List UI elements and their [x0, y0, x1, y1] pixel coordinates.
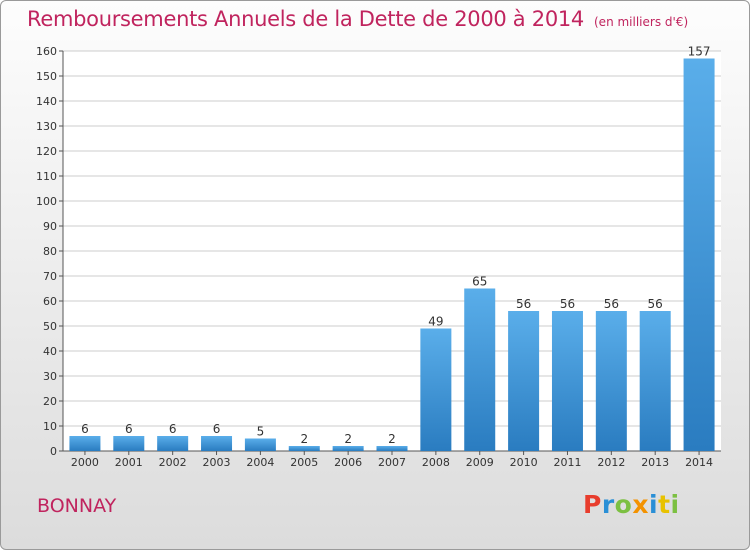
- chart-subtitle: (en milliers d'€): [594, 15, 689, 29]
- y-tick-label: 140: [36, 95, 57, 108]
- data-label-2006: 2: [344, 432, 352, 446]
- y-tick-label: 30: [43, 370, 57, 383]
- data-label-2008: 49: [428, 315, 443, 329]
- logo-letter: i: [649, 490, 659, 519]
- y-tick-label: 130: [36, 120, 57, 133]
- logo-letter: x: [632, 490, 649, 519]
- data-label-2000: 6: [81, 422, 89, 436]
- y-tick-label: 50: [43, 320, 57, 333]
- data-label-2013: 56: [648, 297, 663, 311]
- bar-2003: [201, 436, 233, 451]
- bar-2006: [332, 446, 364, 451]
- commune-name: BONNAY: [37, 495, 117, 517]
- x-tick-label: 2008: [422, 456, 450, 469]
- data-label-2014: 157: [688, 45, 711, 59]
- bar-2009: [464, 288, 496, 451]
- data-label-2002: 6: [169, 422, 177, 436]
- data-label-2010: 56: [516, 297, 531, 311]
- y-tick-label: 40: [43, 345, 57, 358]
- logo-letter: P: [583, 490, 602, 519]
- bar-2002: [157, 436, 189, 451]
- x-tick-label: 2004: [246, 456, 274, 469]
- data-label-2007: 2: [388, 432, 396, 446]
- data-label-2001: 6: [125, 422, 133, 436]
- x-tick-label: 2011: [553, 456, 581, 469]
- y-tick-label: 0: [50, 445, 57, 458]
- data-label-2012: 56: [604, 297, 619, 311]
- x-tick-label: 2012: [597, 456, 625, 469]
- data-label-2009: 65: [472, 275, 487, 289]
- y-tick-label: 10: [43, 420, 57, 433]
- bar-2007: [376, 446, 408, 451]
- bar-2004: [244, 438, 276, 451]
- y-tick-label: 150: [36, 70, 57, 83]
- logo-letter: r: [601, 490, 615, 519]
- x-tick-label: 2010: [510, 456, 538, 469]
- logo-letter: t: [658, 490, 671, 519]
- x-tick-label: 2002: [159, 456, 187, 469]
- bar-2001: [113, 436, 145, 451]
- logo-letter: o: [614, 490, 633, 519]
- x-tick-label: 2005: [290, 456, 318, 469]
- chart-title: Remboursements Annuels de la Dette de 20…: [27, 7, 688, 31]
- data-label-2004: 5: [257, 425, 265, 439]
- bar-2005: [288, 446, 320, 451]
- data-label-2011: 56: [560, 297, 575, 311]
- bar-2000: [69, 436, 101, 451]
- x-tick-label: 2009: [466, 456, 494, 469]
- x-tick-label: 2013: [641, 456, 669, 469]
- x-tick-label: 2000: [71, 456, 99, 469]
- y-tick-label: 90: [43, 220, 57, 233]
- y-tick-label: 100: [36, 195, 57, 208]
- data-label-2003: 6: [213, 422, 221, 436]
- x-tick-label: 2014: [685, 456, 713, 469]
- x-tick-label: 2006: [334, 456, 362, 469]
- bar-2011: [551, 311, 583, 451]
- bar-2013: [639, 311, 671, 451]
- x-tick-label: 2001: [115, 456, 143, 469]
- x-tick-label: 2003: [203, 456, 231, 469]
- y-tick-label: 20: [43, 395, 57, 408]
- x-tick-label: 2007: [378, 456, 406, 469]
- bar-2010: [508, 311, 540, 451]
- y-tick-label: 110: [36, 170, 57, 183]
- chart-title-text: Remboursements Annuels de la Dette de 20…: [27, 7, 584, 31]
- data-label-2005: 2: [300, 432, 308, 446]
- proxiti-logo: Proxiti: [583, 490, 680, 519]
- y-tick-label: 60: [43, 295, 57, 308]
- y-tick-label: 70: [43, 270, 57, 283]
- y-tick-label: 120: [36, 145, 57, 158]
- bar-2012: [595, 311, 627, 451]
- bar-2014: [683, 58, 715, 451]
- y-tick-label: 80: [43, 245, 57, 258]
- logo-letter: i: [670, 490, 680, 519]
- bar-2008: [420, 328, 452, 451]
- y-tick-label: 160: [36, 45, 57, 58]
